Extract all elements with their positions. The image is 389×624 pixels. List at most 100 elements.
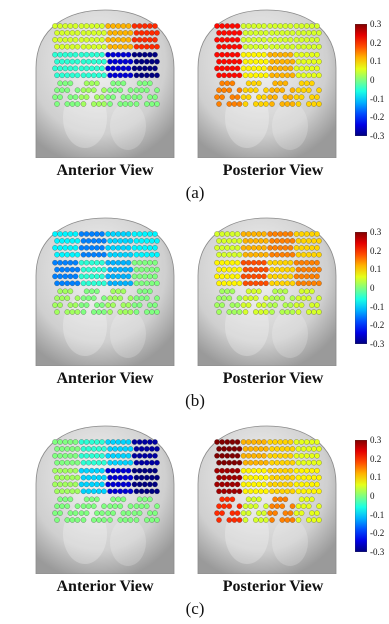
panel-letter: (c) <box>185 599 205 618</box>
electrode-region <box>214 288 243 315</box>
electrode-region <box>214 259 243 287</box>
electrode-region <box>214 23 243 50</box>
colorbar-tick-label: -0.1 <box>370 93 385 104</box>
electrode-region <box>267 467 296 495</box>
electrode-region <box>240 23 269 50</box>
colorbar <box>355 232 367 344</box>
electrode-region <box>131 439 160 466</box>
electrode-region <box>214 231 243 258</box>
colorbar-tick-label: -0.3 <box>370 547 385 557</box>
electrode-region <box>78 467 107 495</box>
electrode-region <box>105 51 134 79</box>
electrode-region <box>78 259 107 287</box>
anterior-head <box>35 425 175 574</box>
electrode-region <box>131 496 160 523</box>
electrode-region <box>293 231 322 258</box>
posterior-head <box>197 9 337 158</box>
electrode-region <box>214 80 243 107</box>
electrode-region <box>267 231 296 258</box>
electrode-region <box>78 80 107 107</box>
electrode-region <box>52 439 81 466</box>
electrode-region <box>240 231 269 258</box>
electrode-region <box>240 51 269 79</box>
colorbar-tick-label: -0.2 <box>370 528 385 539</box>
panel-letter: (a) <box>185 183 205 202</box>
electrode-region <box>267 288 296 315</box>
electrode-region <box>267 496 296 523</box>
anterior-view-label: Anterior View <box>56 162 154 179</box>
colorbar-tick-label: 0.1 <box>370 264 382 275</box>
electrode-region <box>105 467 134 495</box>
electrode-region <box>52 259 81 287</box>
panel-letter: (b) <box>185 391 205 410</box>
electrode-region <box>78 439 107 466</box>
electrode-region <box>131 80 160 107</box>
colorbar-tick-label: 0.3 <box>370 227 382 237</box>
electrode-region <box>293 439 322 466</box>
electrode-region <box>105 80 134 107</box>
anterior-view-label: Anterior View <box>56 370 154 387</box>
electrode-region <box>105 439 134 466</box>
colorbar-tick-label: 0.2 <box>370 245 382 256</box>
figure-panel: 0.3 0.2 0.1 0 -0.1 -0.2 -0.3 Anterior View Poste… <box>0 0 389 208</box>
electrode-region <box>52 231 81 258</box>
anterior-head <box>35 217 175 366</box>
electrode-region <box>105 259 134 287</box>
electrode-region <box>293 496 322 523</box>
electrode-region <box>52 467 81 495</box>
electrode-region <box>131 231 160 258</box>
electrode-region <box>293 467 322 495</box>
electrode-region <box>105 23 134 50</box>
electrode-region <box>267 259 296 287</box>
colorbar-tick-label: 0 <box>370 75 375 85</box>
electrode-region <box>293 259 322 287</box>
electrode-region <box>267 23 296 50</box>
electrode-region <box>293 23 322 50</box>
electrode-region <box>240 288 269 315</box>
electrode-region <box>240 80 269 107</box>
colorbar-tick-label: -0.1 <box>370 509 385 520</box>
electrode-region <box>78 496 107 523</box>
colorbar-tick-label: 0 <box>370 491 375 501</box>
colorbar-tick-label: 0.2 <box>370 453 382 464</box>
electrode-region <box>105 496 134 523</box>
electrode-region <box>131 259 160 287</box>
colorbar-tick-label: -0.2 <box>370 112 385 123</box>
anterior-view-label: Anterior View <box>56 578 154 595</box>
electrode-region <box>52 288 81 315</box>
electrode-region <box>78 288 107 315</box>
electrode-region <box>240 467 269 495</box>
electrode-region <box>131 23 160 50</box>
posterior-view-label: Posterior View <box>222 370 324 387</box>
electrode-region <box>105 288 134 315</box>
electrode-region <box>78 231 107 258</box>
colorbar-tick-label: -0.1 <box>370 301 385 312</box>
electrode-region <box>214 439 243 466</box>
colorbar-tick-label: -0.3 <box>370 339 385 349</box>
colorbar-tick-label: 0.2 <box>370 37 382 48</box>
electrode-region <box>293 80 322 107</box>
figure-panel: 0.3 0.2 0.1 0 -0.1 -0.2 -0.3 Anterior View Poste… <box>0 416 389 624</box>
colorbar-tick-label: -0.2 <box>370 320 385 331</box>
electrode-region <box>78 23 107 50</box>
posterior-head <box>197 425 337 574</box>
electrode-region <box>267 51 296 79</box>
colorbar-tick-label: 0.1 <box>370 56 382 67</box>
colorbar-tick-label: -0.3 <box>370 131 385 141</box>
electrode-region <box>52 51 81 79</box>
electrode-region <box>105 231 134 258</box>
electrode-region <box>267 80 296 107</box>
electrode-region <box>267 439 296 466</box>
electrode-region <box>131 288 160 315</box>
electrode-region <box>52 80 81 107</box>
figure-panel: 0.3 0.2 0.1 0 -0.1 -0.2 -0.3 Anterior View Poste… <box>0 208 389 416</box>
anterior-head <box>35 9 175 158</box>
colorbar <box>355 24 367 136</box>
colorbar-tick-label: 0 <box>370 283 375 293</box>
electrode-region <box>240 439 269 466</box>
electrode-region <box>78 51 107 79</box>
electrode-region <box>131 467 160 495</box>
electrode-region <box>214 51 243 79</box>
electrode-region <box>240 496 269 523</box>
electrode-region <box>52 496 81 523</box>
